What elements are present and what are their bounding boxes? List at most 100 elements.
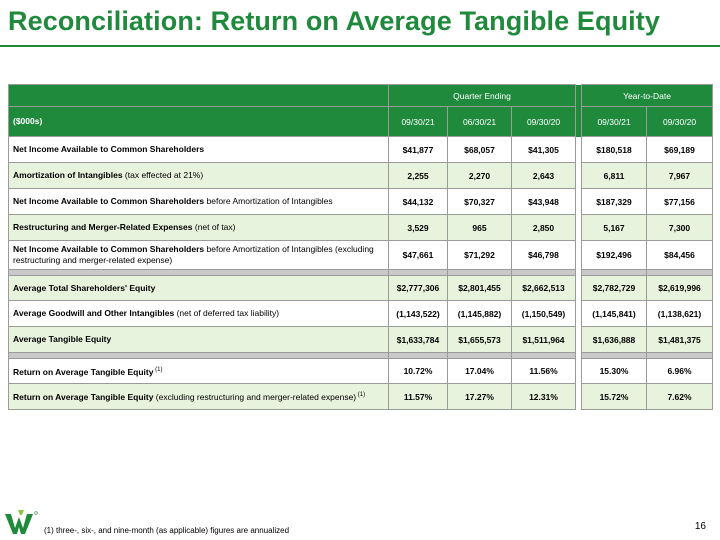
group-header-quarter: Quarter Ending bbox=[388, 84, 576, 107]
row-label-bold: Net Income Available to Common Sharehold… bbox=[13, 144, 205, 154]
reconciliation-table: Quarter Ending Year-to-Date ($000s) 09/3… bbox=[8, 84, 714, 410]
page-title: Reconciliation: Return on Average Tangib… bbox=[8, 6, 660, 36]
table-cell: $2,777,306 bbox=[388, 275, 448, 301]
table-cell: 11.56% bbox=[511, 358, 576, 384]
row-label: Net Income Available to Common Sharehold… bbox=[8, 188, 389, 215]
table-row: Average Tangible Equity $1,633,784 $1,65… bbox=[8, 326, 714, 353]
column-header-q-09-30-20: 09/30/20 bbox=[511, 106, 576, 137]
table-cell: 15.72% bbox=[581, 383, 647, 410]
table-cell: $2,801,455 bbox=[447, 275, 512, 301]
row-label-bold: Return on Average Tangible Equity bbox=[13, 391, 154, 402]
row-label: Net Income Available to Common Sharehold… bbox=[8, 136, 389, 163]
company-logo-icon bbox=[5, 510, 38, 534]
table-row: Restructuring and Merger-Related Expense… bbox=[8, 214, 714, 241]
row-label: Return on Average Tangible Equity (1) bbox=[8, 358, 389, 384]
table-cell: $2,782,729 bbox=[581, 275, 647, 301]
table-cell: $41,877 bbox=[388, 136, 448, 163]
table-cell: 7,300 bbox=[645, 214, 714, 241]
row-label-bold: Net Income Available to Common Sharehold… bbox=[13, 244, 205, 254]
row-label-bold: Restructuring and Merger-Related Expense… bbox=[13, 222, 193, 232]
table-cell: (1,138,621) bbox=[645, 300, 714, 327]
table-cell: 2,270 bbox=[447, 162, 512, 189]
footnote-marker: (1) bbox=[356, 392, 366, 399]
table-cell: $180,518 bbox=[581, 136, 647, 163]
row-label-bold: Average Total Shareholders' Equity bbox=[13, 282, 156, 293]
table-cell: $1,481,375 bbox=[645, 326, 714, 353]
row-label: Average Tangible Equity bbox=[8, 326, 389, 353]
group-header-blank bbox=[8, 84, 389, 107]
title-divider bbox=[0, 45, 720, 47]
table-cell: 12.31% bbox=[511, 383, 576, 410]
table-row: Average Goodwill and Other Intangibles (… bbox=[8, 300, 714, 327]
table-cell: 15.30% bbox=[581, 358, 647, 384]
row-label-rest: (net of tax) bbox=[192, 222, 236, 232]
table-cell: 17.04% bbox=[447, 358, 512, 384]
row-label: Amortization of Intangibles (tax effecte… bbox=[8, 162, 389, 189]
table-cell: $187,329 bbox=[581, 188, 647, 215]
table-cell: $1,633,784 bbox=[388, 326, 448, 353]
table-row: Net Income Available to Common Sharehold… bbox=[8, 136, 714, 163]
table-cell: 7.62% bbox=[645, 383, 714, 410]
table-cell: $69,189 bbox=[645, 136, 714, 163]
table-cell: $43,948 bbox=[511, 188, 576, 215]
reconciliation-table-container: Quarter Ending Year-to-Date ($000s) 09/3… bbox=[8, 84, 714, 410]
table-cell: (1,145,882) bbox=[447, 300, 512, 327]
table-row: Average Total Shareholders' Equity $2,77… bbox=[8, 275, 714, 301]
table-row: Return on Average Tangible Equity (1) 10… bbox=[8, 358, 714, 384]
row-label: Restructuring and Merger-Related Expense… bbox=[8, 214, 389, 241]
table-cell: 2,255 bbox=[388, 162, 448, 189]
row-label-bold: Average Tangible Equity bbox=[13, 334, 112, 344]
table-cell: 11.57% bbox=[388, 383, 448, 410]
row-label-bold: Average Goodwill and Other Intangibles bbox=[13, 308, 175, 318]
table-cell: 965 bbox=[447, 214, 512, 241]
table-cell: 17.27% bbox=[447, 383, 512, 410]
table-cell: $46,798 bbox=[511, 240, 576, 270]
row-label-rest: (net of deferred tax liability) bbox=[174, 308, 280, 318]
page-number: 16 bbox=[694, 521, 706, 532]
table-row: Amortization of Intangibles (tax effecte… bbox=[8, 162, 714, 189]
row-label-bold: Amortization of Intangibles bbox=[13, 170, 123, 180]
table-cell: 7,967 bbox=[645, 162, 714, 189]
column-header-q-09-30-21: 09/30/21 bbox=[388, 106, 448, 137]
table-cell: $41,305 bbox=[511, 136, 576, 163]
row-label-rest: before Amortization of Intangibles bbox=[204, 196, 333, 206]
table-cell: $84,456 bbox=[645, 240, 714, 270]
table-row: Return on Average Tangible Equity (exclu… bbox=[8, 383, 714, 410]
row-label: Return on Average Tangible Equity (exclu… bbox=[8, 383, 389, 410]
table-cell: 10.72% bbox=[388, 358, 448, 384]
row-label-header: ($000s) bbox=[8, 106, 389, 137]
table-cell: $1,511,964 bbox=[511, 326, 576, 353]
table-cell: $1,655,573 bbox=[447, 326, 512, 353]
column-header-ytd-09-30-20: 09/30/20 bbox=[645, 106, 714, 137]
table-cell: 3,529 bbox=[388, 214, 448, 241]
row-label-rest: (tax effected at 21%) bbox=[122, 170, 204, 180]
table-cell: $77,156 bbox=[645, 188, 714, 215]
table-cell: $2,662,513 bbox=[511, 275, 576, 301]
group-header-ytd: Year-to-Date bbox=[580, 84, 714, 107]
row-label: Net Income Available to Common Sharehold… bbox=[8, 240, 389, 270]
table-cell: (1,143,522) bbox=[388, 300, 448, 327]
table-cell: 5,167 bbox=[581, 214, 647, 241]
table-cell: $192,496 bbox=[581, 240, 647, 270]
table-cell: 6,811 bbox=[581, 162, 647, 189]
table-cell: $71,292 bbox=[447, 240, 512, 270]
row-label-bold: Return on Average Tangible Equity bbox=[13, 366, 154, 377]
table-cell: $44,132 bbox=[388, 188, 448, 215]
footnote-marker: (1) bbox=[153, 366, 163, 373]
table-cell: $68,057 bbox=[447, 136, 512, 163]
table-cell: 6.96% bbox=[645, 358, 714, 384]
table-cell: $2,619,996 bbox=[645, 275, 714, 301]
column-header-ytd-09-30-21: 09/30/21 bbox=[581, 106, 647, 137]
table-cell: 2,850 bbox=[511, 214, 576, 241]
column-header-q-06-30-21: 06/30/21 bbox=[447, 106, 512, 137]
column-header-row: ($000s) 09/30/21 06/30/21 09/30/20 09/30… bbox=[8, 106, 714, 137]
row-label: Average Total Shareholders' Equity bbox=[8, 275, 389, 301]
table-cell: $70,327 bbox=[447, 188, 512, 215]
row-label-bold: Net Income Available to Common Sharehold… bbox=[13, 196, 205, 206]
table-cell: $1,636,888 bbox=[581, 326, 647, 353]
row-label: Average Goodwill and Other Intangibles (… bbox=[8, 300, 389, 327]
table-row: Net Income Available to Common Sharehold… bbox=[8, 240, 714, 270]
table-cell: $47,661 bbox=[388, 240, 448, 270]
table-cell: (1,145,841) bbox=[581, 300, 647, 327]
table-cell: 2,643 bbox=[511, 162, 576, 189]
